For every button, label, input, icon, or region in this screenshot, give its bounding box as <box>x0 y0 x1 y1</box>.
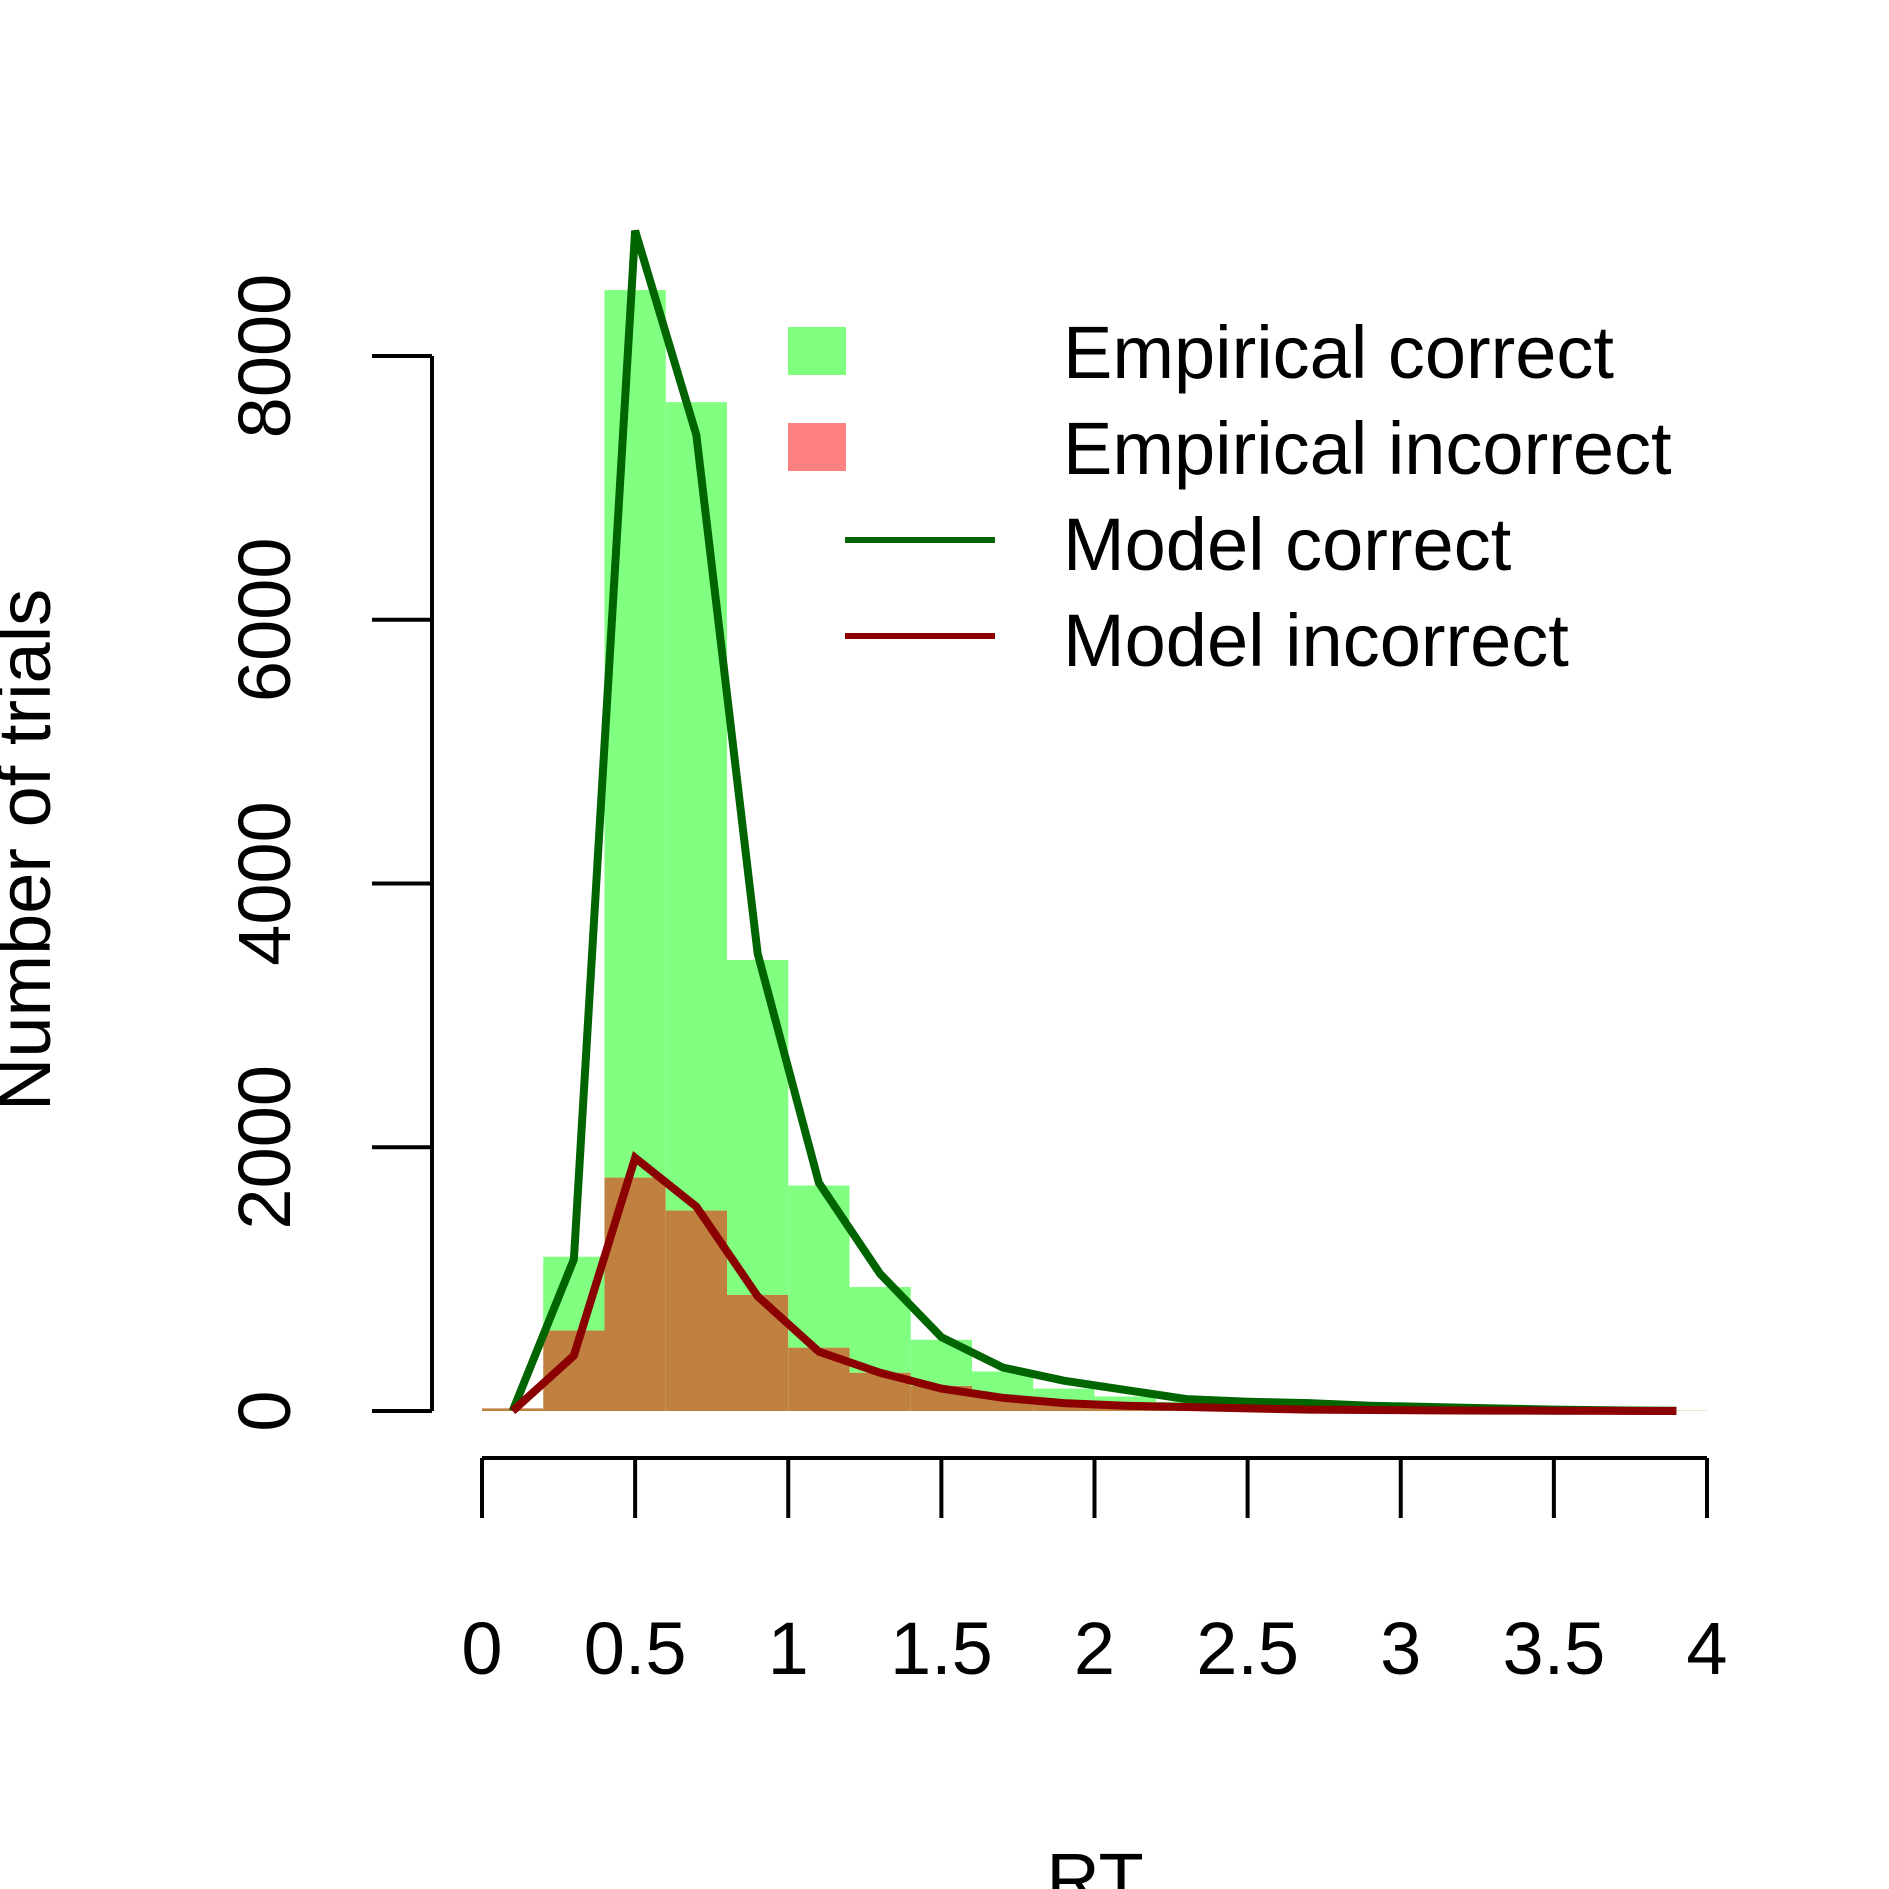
x-axis-title: RT <box>1046 1838 1143 1889</box>
legend-label: Model correct <box>1063 503 1512 586</box>
legend-swatch <box>788 423 846 471</box>
x-tick-label: 3.5 <box>1502 1607 1605 1690</box>
x-tick-label: 4 <box>1686 1607 1727 1690</box>
x-tick-label: 3 <box>1380 1607 1421 1690</box>
y-tick-label: 4000 <box>223 801 306 966</box>
y-tick-label: 2000 <box>223 1065 306 1230</box>
tick-marks: 0 2000 4000 6000 8000 0 0.5 1 1.5 2 2.5 3 3.5 4 <box>223 274 1728 1690</box>
legend-label: Empirical correct <box>1063 311 1614 394</box>
legend-label: Model incorrect <box>1063 599 1569 682</box>
hist-bar-overlap <box>604 1177 666 1411</box>
legend-swatch <box>788 327 846 375</box>
y-tick-label: 0 <box>223 1390 306 1431</box>
x-tick-label: 1.5 <box>890 1607 993 1690</box>
hist-bar-correct <box>1094 1396 1156 1406</box>
hist-bar-correct <box>665 402 727 1211</box>
y-axis-title: Number of trials <box>0 589 66 1111</box>
y-tick-label: 8000 <box>223 274 306 439</box>
x-tick-label: 1 <box>768 1607 809 1690</box>
model-incorrect-line <box>509 1151 1677 1415</box>
x-tick-label: 0 <box>461 1607 502 1690</box>
histogram-bars <box>482 290 1707 1411</box>
model-lines <box>508 229 1677 1415</box>
y-tick-label: 6000 <box>223 537 306 702</box>
x-tick-label: 0.5 <box>584 1607 687 1690</box>
legend-label: Empirical incorrect <box>1063 407 1672 490</box>
x-tick-label: 2 <box>1074 1607 1115 1690</box>
hist-bar-correct <box>604 290 666 1178</box>
x-tick-label: 2.5 <box>1196 1607 1299 1690</box>
legend: Empirical correct Empirical incorrect Mode… <box>788 311 1672 682</box>
hist-bar-overlap <box>665 1210 727 1411</box>
hist-bar-correct <box>849 1287 911 1373</box>
hist-bar-correct <box>727 959 789 1295</box>
